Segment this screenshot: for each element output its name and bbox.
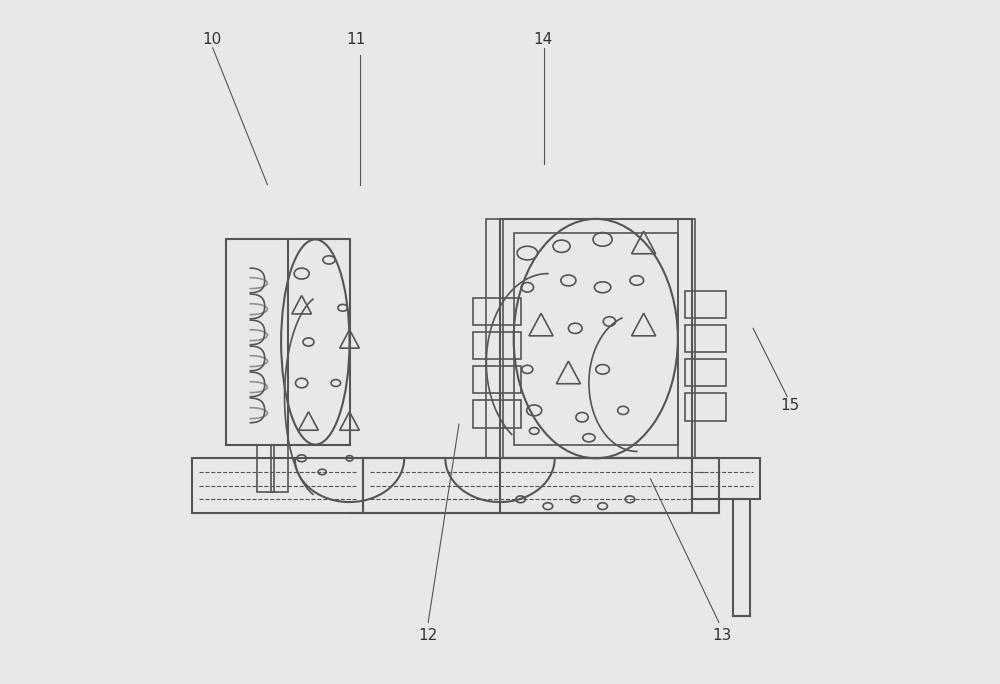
Bar [257,445,274,492]
Bar [514,233,678,445]
Bar [226,239,350,445]
Bar [685,359,726,386]
Bar [363,458,719,513]
Bar [473,400,521,428]
Bar [692,458,760,499]
Bar [473,332,521,359]
Bar [473,298,521,325]
Bar [500,458,692,513]
Bar [192,458,363,513]
Bar [500,219,692,458]
Bar [685,325,726,352]
Bar [685,393,726,421]
Bar [733,499,750,616]
Bar [473,366,521,393]
Text: 11: 11 [346,32,365,47]
Text: 12: 12 [418,627,437,642]
Text: 10: 10 [202,32,222,47]
Text: 14: 14 [533,32,552,47]
Text: 13: 13 [712,627,731,642]
Bar [271,445,288,492]
Bar [685,291,726,318]
Bar [486,219,503,458]
Text: 15: 15 [780,398,800,413]
Bar [678,219,695,458]
